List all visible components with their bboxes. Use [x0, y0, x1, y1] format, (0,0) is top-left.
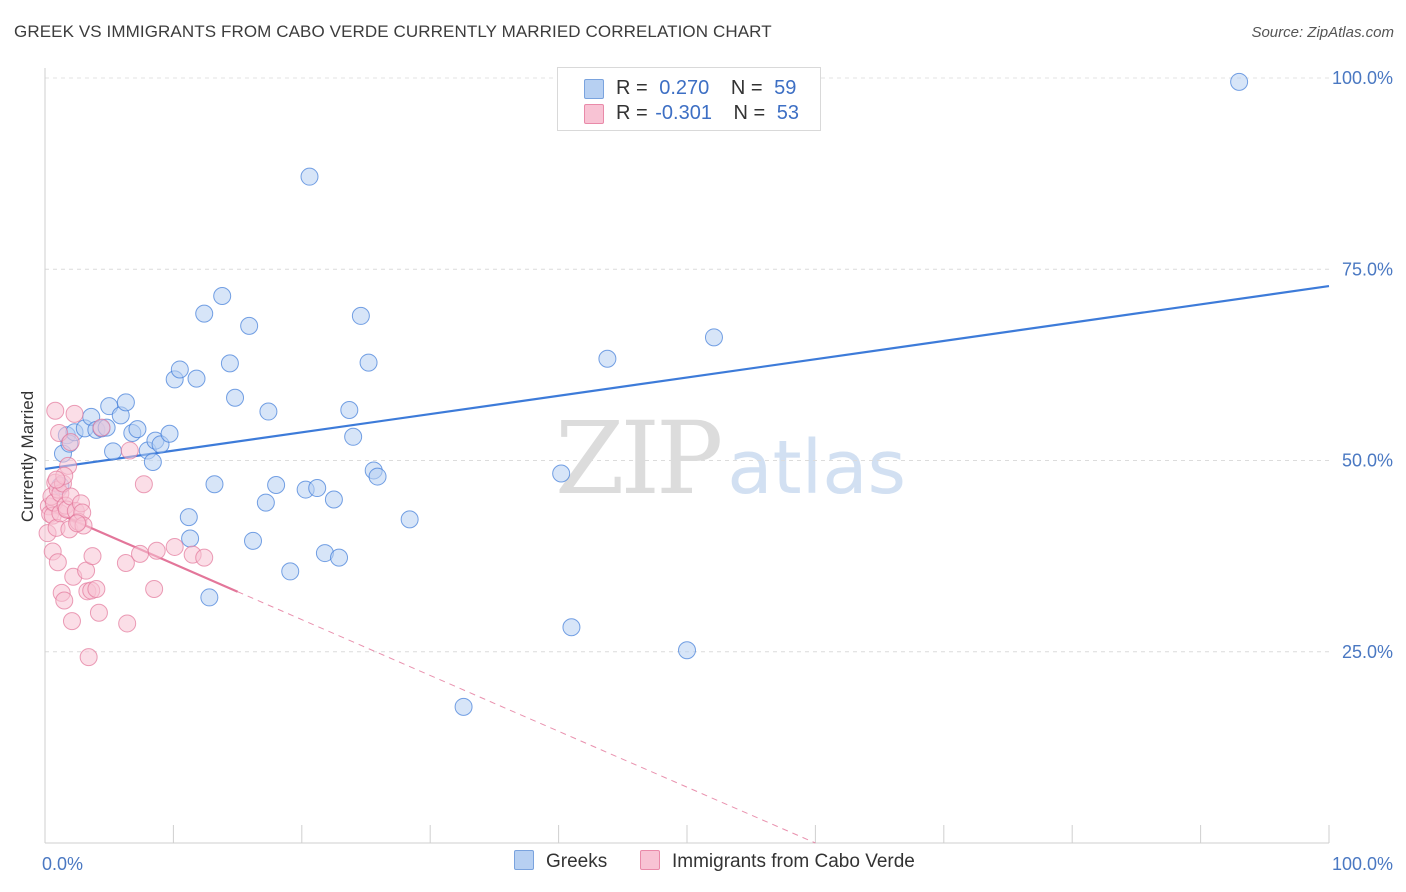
watermark: ZIP atlas — [555, 400, 906, 517]
greeks-point-51 — [454, 697, 473, 716]
legend-n-value: 53 — [776, 102, 800, 124]
cabo-verde-point-22 — [61, 433, 80, 452]
greeks-point-20 — [160, 424, 179, 443]
greeks-point-22 — [170, 360, 189, 379]
bottom-legend-greeks: Greeks — [514, 850, 607, 873]
legend-r-label: R = — [616, 102, 648, 124]
greeks-point-47 — [359, 353, 378, 372]
cabo-verde-point-34 — [79, 648, 98, 667]
greeks-point-40 — [308, 479, 327, 498]
cabo-verde-point-45 — [145, 580, 164, 599]
cabo-verde-point-46 — [147, 541, 166, 560]
cabo-verde-point-26 — [65, 404, 84, 423]
greeks-point-33 — [244, 531, 263, 550]
cabo-verde-trend-extension — [237, 591, 816, 844]
greeks-point-55 — [678, 641, 696, 660]
bottom-legend-label-greeks: Greeks — [546, 851, 608, 872]
cabo-verde-point-52 — [68, 514, 87, 533]
greeks-point-52 — [552, 464, 571, 483]
greeks-point-46 — [351, 306, 370, 325]
legend-r-value: -0.301 — [655, 102, 712, 124]
greeks-point-26 — [195, 304, 214, 323]
cabo-verde-point-44 — [134, 475, 153, 494]
greeks-point-15 — [128, 420, 147, 439]
axis-labels: 25.0% 50.0% 75.0% 100.0% 0.0% 100.0% Currently… — [18, 68, 1393, 874]
legend-swatch-greeks — [584, 79, 604, 99]
correlation-legend: R = 0.270 N = 59 R = -0.301 N = 53 — [557, 67, 821, 131]
cabo-verde-point-51 — [47, 470, 66, 489]
cabo-verde-point-7 — [46, 401, 65, 420]
legend-r-label: R = — [616, 77, 648, 99]
greeks-point-11 — [104, 442, 123, 461]
legend-text-greeks: R = 0.270 N = 59 — [616, 77, 796, 100]
greeks-point-45 — [344, 427, 363, 446]
greeks-point-58 — [1230, 72, 1249, 91]
cabo-verde-point-17 — [55, 591, 74, 610]
y-tick-label-75: 75.0% — [1342, 259, 1393, 279]
y-tick-label-50: 50.0% — [1342, 451, 1393, 471]
x-tick-label-0: 0.0% — [42, 854, 83, 874]
greeks-point-39 — [300, 167, 319, 186]
cabo-verde-point-11 — [48, 553, 67, 572]
greeks-point-43 — [330, 548, 349, 567]
cabo-verde-point-39 — [92, 418, 111, 437]
greeks-trend-line — [44, 284, 1330, 471]
bottom-legend-swatch-cabo-verde — [640, 850, 660, 870]
legend-n-label: N = — [733, 102, 766, 124]
bottom-legend-label-cabo-verde: Immigrants from Cabo Verde — [672, 851, 915, 872]
y-tick-label-100: 100.0% — [1332, 68, 1393, 88]
bottom-legend-swatch-greeks — [514, 850, 534, 870]
cabo-verde-point-47 — [165, 537, 184, 556]
cabo-verde-point-38 — [89, 603, 108, 622]
greeks-point-32 — [240, 316, 259, 335]
greeks-point-53 — [562, 618, 581, 637]
chart-title: GREEK VS IMMIGRANTS FROM CABO VERDE CURR… — [14, 22, 772, 41]
greeks-point-30 — [220, 354, 239, 373]
cabo-verde-point-42 — [120, 441, 139, 460]
legend-r-value: 0.270 — [659, 77, 710, 99]
greeks-point-44 — [340, 401, 359, 420]
greeks-point-34 — [256, 493, 275, 512]
legend-text-cabo-verde: R = -0.301 N = 53 — [616, 102, 799, 125]
greeks-point-49 — [368, 467, 387, 486]
greeks-point-23 — [179, 508, 198, 527]
greeks-point-27 — [200, 588, 219, 607]
x-tick-label-1: 100.0% — [1332, 854, 1393, 874]
greeks-point-54 — [598, 349, 617, 368]
greeks-point-29 — [213, 287, 232, 306]
y-tick-label-25: 25.0% — [1342, 642, 1393, 662]
cabo-verde-point-40 — [116, 554, 135, 573]
bottom-legend-cabo-verde: Immigrants from Cabo Verde — [640, 850, 915, 873]
source-credit: Source: ZipAtlas.com — [1251, 24, 1394, 41]
greeks-point-25 — [187, 369, 206, 388]
greeks-point-28 — [205, 475, 224, 494]
greeks-point-31 — [226, 388, 245, 407]
greeks-point-50 — [400, 510, 419, 529]
cabo-verde-point-43 — [131, 544, 150, 563]
greeks-point-17 — [143, 453, 162, 472]
greeks-point-56 — [704, 328, 723, 347]
trend-lines — [44, 284, 1330, 844]
greeks-point-36 — [267, 475, 286, 494]
y-axis-label: Currently Married — [18, 391, 37, 522]
watermark-atlas: atlas — [727, 425, 907, 511]
watermark-zip: ZIP — [555, 400, 723, 517]
cabo-verde-point-37 — [87, 580, 106, 599]
greeks-point-24 — [181, 529, 200, 548]
cabo-verde-point-41 — [118, 614, 137, 633]
greeks-point-37 — [281, 562, 300, 581]
cabo-verde-point-24 — [62, 612, 81, 631]
legend-n-value: 59 — [774, 77, 797, 99]
cabo-verde-point-36 — [83, 547, 102, 566]
legend-swatch-cabo-verde — [584, 104, 604, 124]
data-points — [38, 69, 1249, 716]
greeks-point-42 — [324, 490, 343, 509]
legend-n-label: N = — [730, 77, 763, 99]
greeks-point-35 — [259, 402, 278, 421]
greeks-point-13 — [116, 393, 135, 412]
axes — [44, 68, 1330, 844]
cabo-verde-point-49 — [195, 548, 214, 567]
